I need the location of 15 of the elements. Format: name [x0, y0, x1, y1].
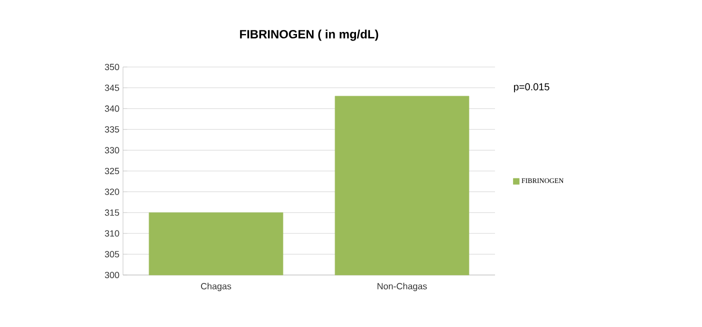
chart-title: FIBRINOGEN ( in mg/dL): [240, 30, 378, 41]
y-tick-label: 335: [104, 126, 120, 133]
x-tick-label: Chagas: [201, 282, 232, 292]
y-tick-label: 310: [104, 230, 120, 237]
text: p=0.015: [514, 83, 550, 92]
y-tick-label: 345: [104, 84, 120, 91]
y-tick-label: 325: [104, 168, 120, 174]
y-tick-label: 315: [104, 209, 120, 216]
y-tick-label: 340: [104, 105, 120, 112]
y-tick-label: 320: [104, 188, 120, 195]
y-tick-label: 330: [104, 147, 120, 154]
x-tick-label: Non-Chagas: [378, 282, 427, 292]
y-tick-label: 350: [104, 64, 120, 70]
y-tick-label: 300: [104, 272, 120, 278]
y-tick-label: 305: [104, 251, 120, 258]
